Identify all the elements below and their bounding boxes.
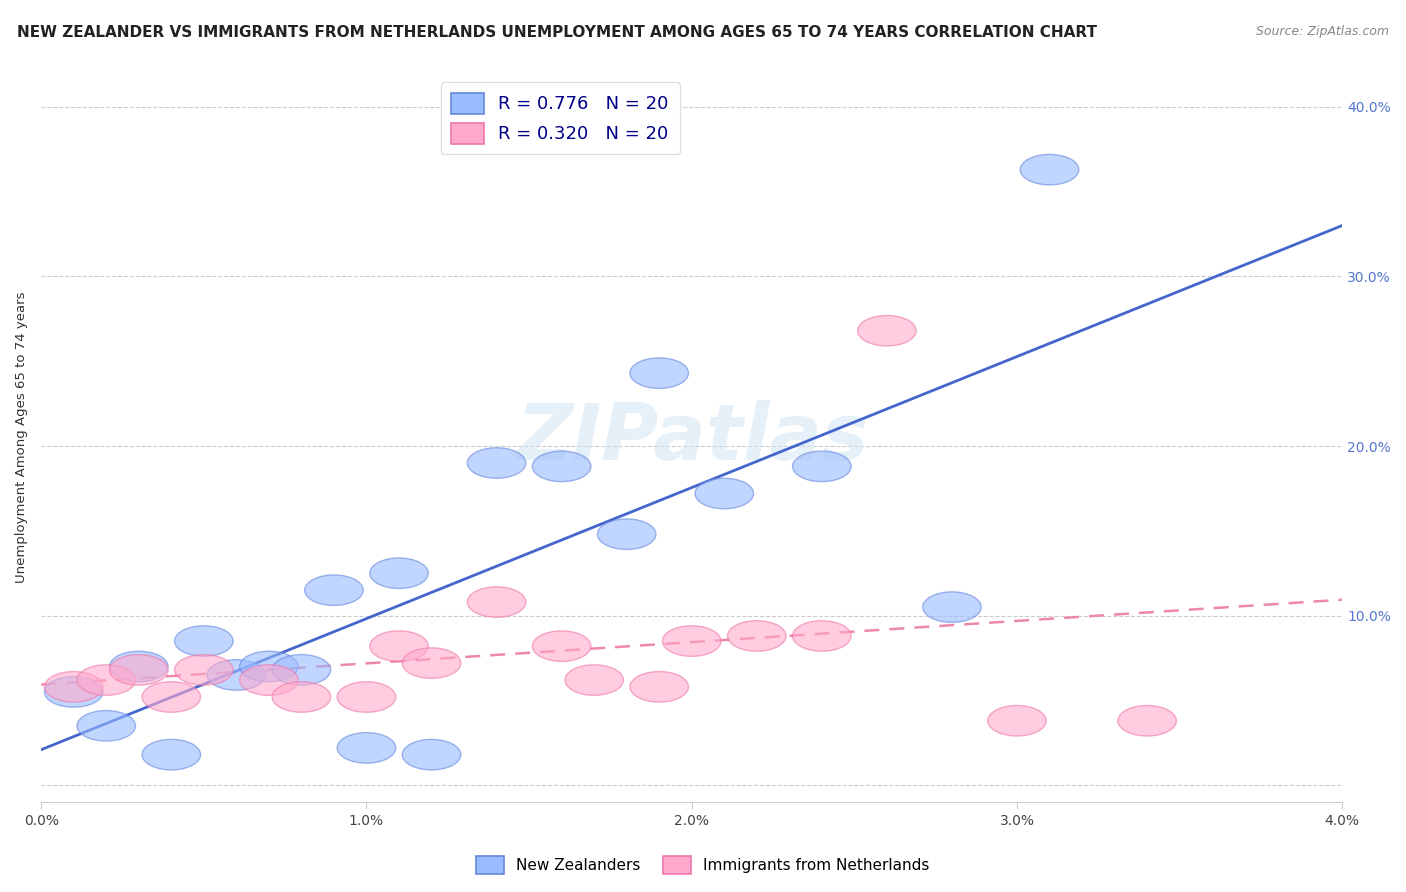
Legend: R = 0.776   N = 20, R = 0.320   N = 20: R = 0.776 N = 20, R = 0.320 N = 20 [440, 82, 679, 154]
Ellipse shape [370, 631, 429, 661]
Ellipse shape [727, 621, 786, 651]
Ellipse shape [207, 660, 266, 690]
Ellipse shape [402, 739, 461, 770]
Ellipse shape [273, 655, 330, 685]
Ellipse shape [467, 587, 526, 617]
Ellipse shape [239, 651, 298, 681]
Ellipse shape [273, 681, 330, 712]
Ellipse shape [110, 655, 169, 685]
Text: Source: ZipAtlas.com: Source: ZipAtlas.com [1256, 25, 1389, 38]
Ellipse shape [142, 681, 201, 712]
Ellipse shape [630, 672, 689, 702]
Ellipse shape [402, 648, 461, 678]
Ellipse shape [1021, 154, 1078, 185]
Ellipse shape [467, 448, 526, 478]
Ellipse shape [77, 711, 135, 741]
Text: ZIPatlas: ZIPatlas [516, 400, 868, 475]
Ellipse shape [922, 592, 981, 623]
Ellipse shape [174, 655, 233, 685]
Ellipse shape [77, 665, 135, 695]
Ellipse shape [110, 651, 169, 681]
Ellipse shape [1118, 706, 1177, 736]
Legend: New Zealanders, Immigrants from Netherlands: New Zealanders, Immigrants from Netherla… [471, 850, 935, 880]
Ellipse shape [337, 681, 395, 712]
Y-axis label: Unemployment Among Ages 65 to 74 years: Unemployment Among Ages 65 to 74 years [15, 292, 28, 583]
Ellipse shape [695, 478, 754, 508]
Ellipse shape [533, 631, 591, 661]
Ellipse shape [337, 732, 395, 764]
Ellipse shape [793, 621, 851, 651]
Ellipse shape [370, 558, 429, 589]
Text: NEW ZEALANDER VS IMMIGRANTS FROM NETHERLANDS UNEMPLOYMENT AMONG AGES 65 TO 74 YE: NEW ZEALANDER VS IMMIGRANTS FROM NETHERL… [17, 25, 1097, 40]
Ellipse shape [630, 358, 689, 388]
Ellipse shape [533, 451, 591, 482]
Ellipse shape [45, 672, 103, 702]
Ellipse shape [174, 626, 233, 657]
Ellipse shape [305, 575, 363, 606]
Ellipse shape [793, 451, 851, 482]
Ellipse shape [858, 316, 917, 346]
Ellipse shape [45, 677, 103, 707]
Ellipse shape [142, 739, 201, 770]
Ellipse shape [565, 665, 623, 695]
Ellipse shape [662, 626, 721, 657]
Ellipse shape [988, 706, 1046, 736]
Ellipse shape [239, 665, 298, 695]
Ellipse shape [598, 519, 657, 549]
